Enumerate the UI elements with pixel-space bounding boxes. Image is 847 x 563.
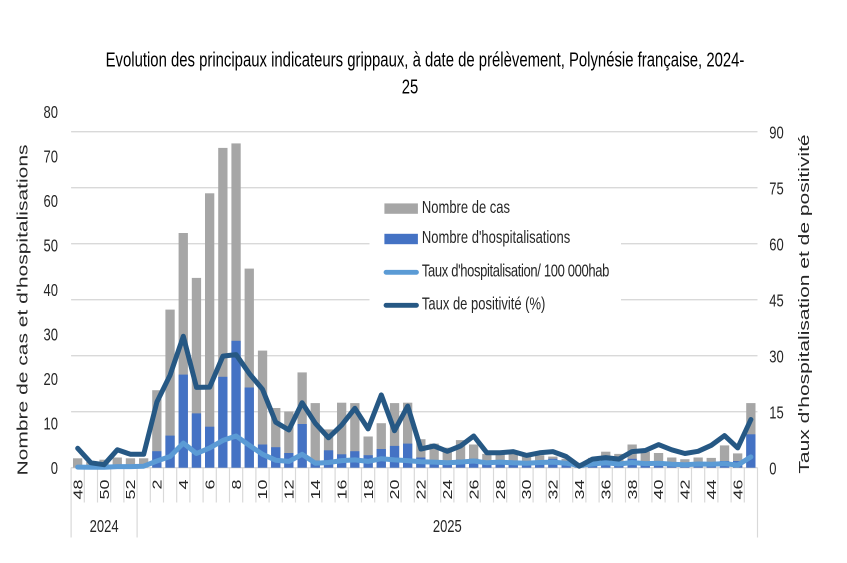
svg-text:42: 42 — [679, 480, 693, 500]
svg-text:0: 0 — [51, 459, 58, 478]
svg-text:2: 2 — [151, 480, 165, 490]
svg-text:45: 45 — [769, 292, 784, 311]
svg-text:Evolution des principaux indic: Evolution des principaux indicateurs gri… — [106, 48, 745, 71]
svg-text:12: 12 — [283, 480, 297, 500]
svg-text:4: 4 — [177, 479, 191, 489]
svg-text:8: 8 — [230, 479, 244, 489]
svg-text:28: 28 — [494, 479, 508, 499]
svg-text:40: 40 — [44, 281, 59, 300]
svg-text:22: 22 — [415, 480, 429, 500]
svg-text:90: 90 — [769, 124, 784, 143]
svg-text:14: 14 — [309, 479, 323, 499]
svg-text:2025: 2025 — [433, 517, 462, 536]
svg-text:30: 30 — [769, 348, 784, 367]
svg-text:Taux de positivité (%): Taux de positivité (%) — [422, 295, 545, 314]
svg-text:26: 26 — [468, 479, 482, 499]
svg-text:46: 46 — [732, 479, 746, 499]
svg-text:25: 25 — [402, 75, 419, 98]
svg-text:40: 40 — [652, 479, 666, 499]
svg-text:50: 50 — [98, 479, 112, 499]
svg-text:50: 50 — [44, 237, 59, 256]
svg-text:38: 38 — [626, 479, 640, 499]
svg-text:20: 20 — [388, 479, 402, 499]
svg-text:2024: 2024 — [90, 517, 119, 536]
svg-text:30: 30 — [520, 479, 534, 499]
svg-text:Taux d'hospitalisation/ 100 00: Taux d'hospitalisation/ 100 000hab — [422, 262, 610, 281]
svg-text:Nombre de cas et d'hospitalisa: Nombre de cas et d'hospitalisations — [15, 144, 31, 475]
svg-text:52: 52 — [124, 480, 138, 500]
svg-text:60: 60 — [769, 236, 784, 255]
svg-text:18: 18 — [362, 479, 376, 499]
svg-text:6: 6 — [204, 479, 218, 489]
svg-text:0: 0 — [769, 460, 776, 479]
svg-text:32: 32 — [547, 480, 561, 500]
svg-text:34: 34 — [573, 479, 587, 499]
svg-text:80: 80 — [44, 103, 59, 122]
svg-text:60: 60 — [44, 192, 59, 211]
svg-text:20: 20 — [44, 370, 59, 389]
svg-text:44: 44 — [705, 479, 719, 499]
svg-text:10: 10 — [256, 479, 270, 499]
svg-text:10: 10 — [44, 415, 59, 434]
svg-text:30: 30 — [44, 326, 59, 345]
svg-text:75: 75 — [769, 180, 784, 199]
svg-text:16: 16 — [336, 479, 350, 499]
svg-text:48: 48 — [72, 479, 86, 499]
svg-text:Taux d'hospitalisation et de p: Taux d'hospitalisation et de positivité — [796, 134, 812, 473]
svg-text:Nombre d'hospitalisations: Nombre d'hospitalisations — [422, 228, 570, 247]
svg-text:36: 36 — [600, 479, 614, 499]
svg-text:70: 70 — [44, 148, 59, 167]
svg-text:15: 15 — [769, 404, 784, 423]
svg-text:Nombre de cas: Nombre de cas — [422, 198, 510, 217]
svg-text:24: 24 — [441, 479, 455, 499]
